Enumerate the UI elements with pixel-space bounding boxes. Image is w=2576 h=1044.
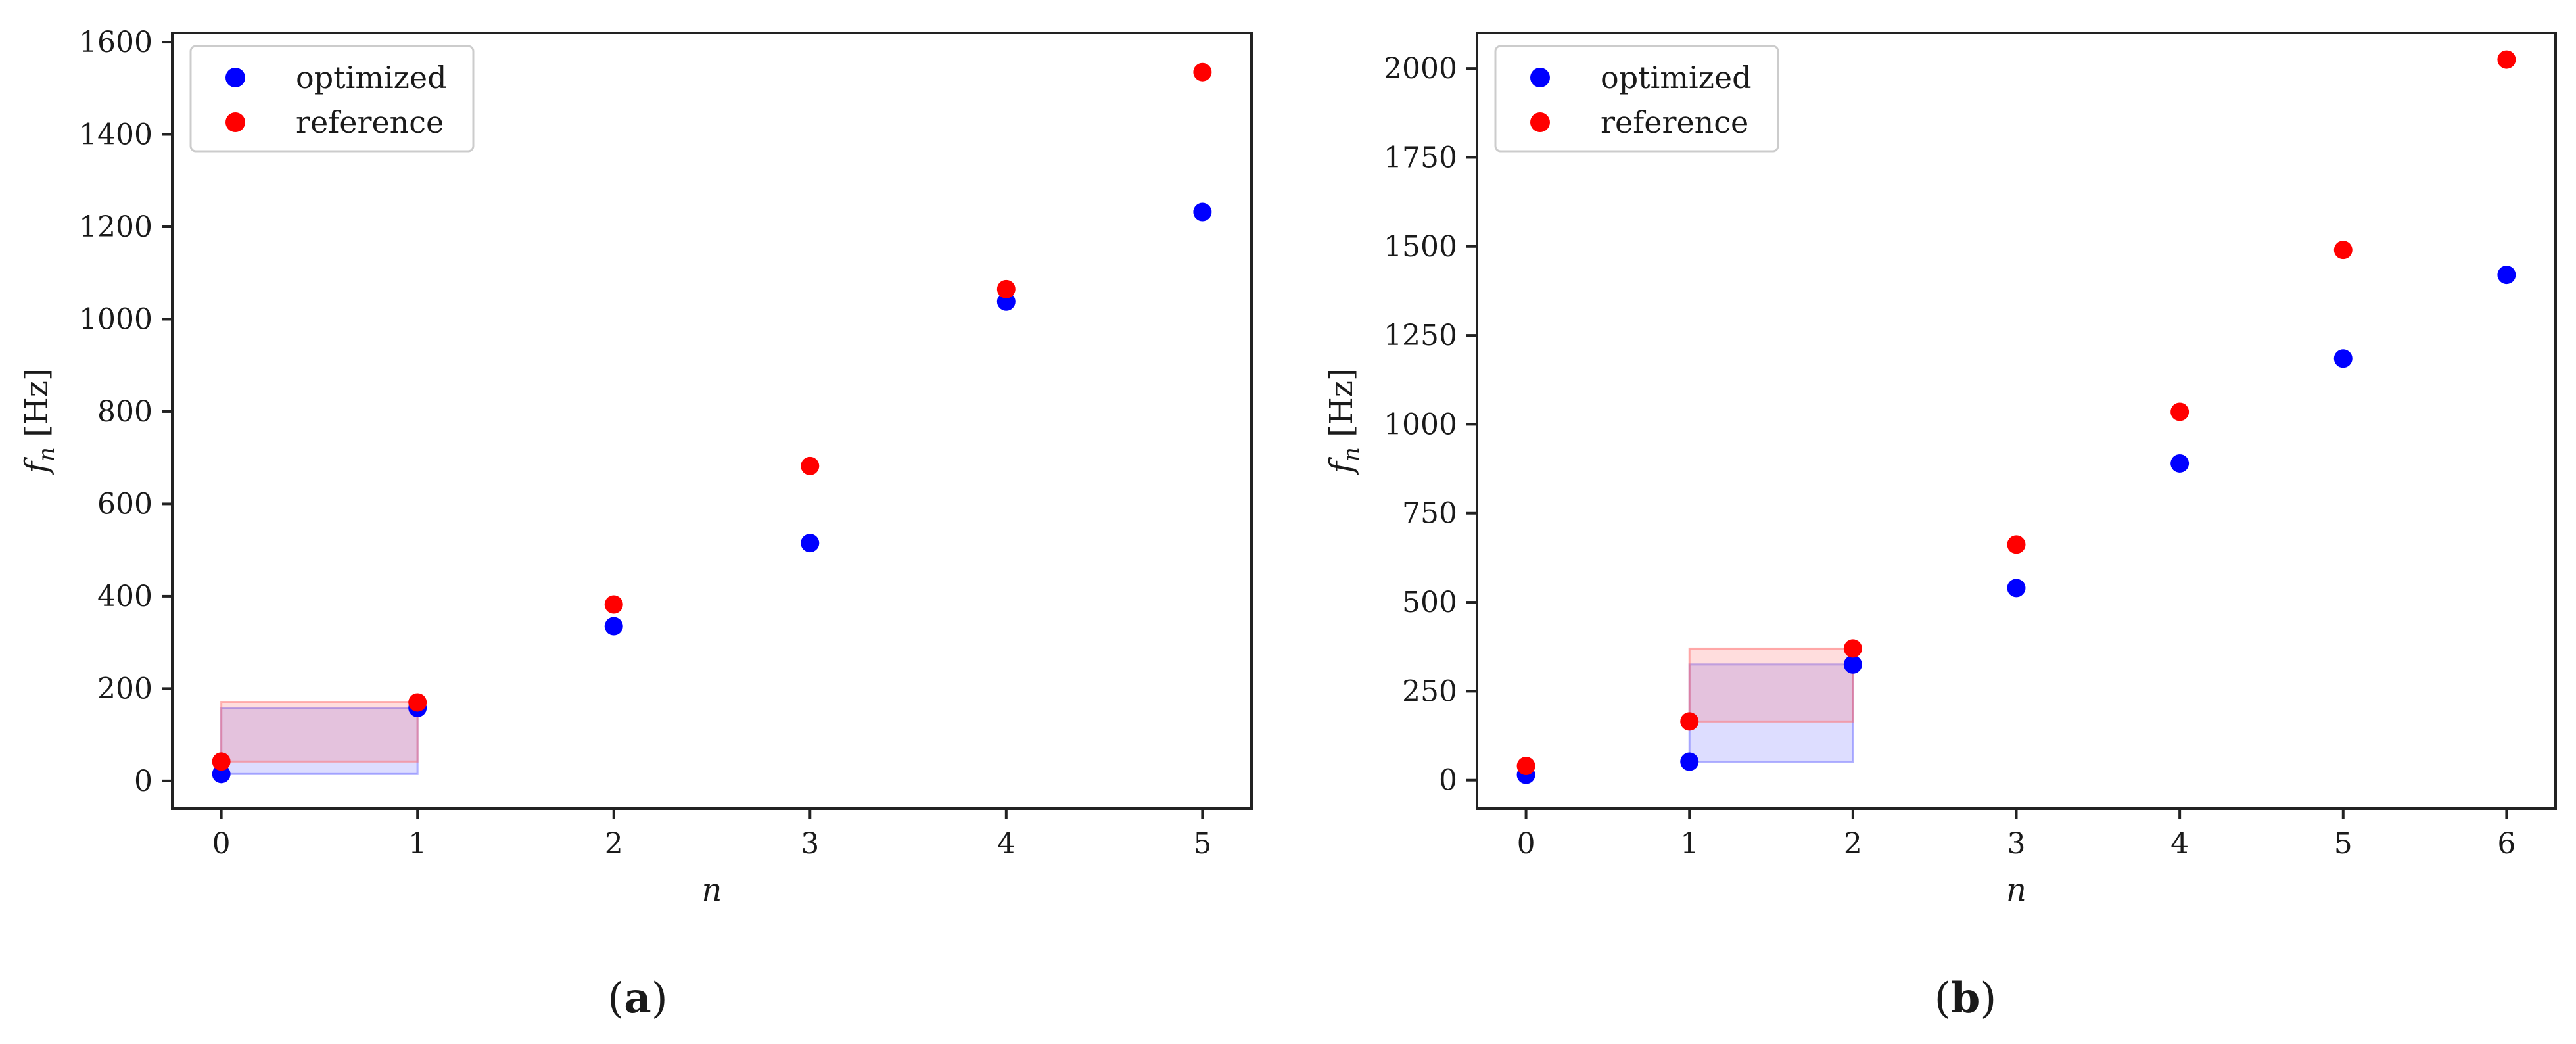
panel-b-x-tick-label: 2	[1844, 827, 1862, 861]
panel-a-legend-label-reference: reference	[296, 105, 444, 140]
panel-a-caption: (a)	[607, 974, 667, 1023]
panel-a-legend-marker-reference	[225, 112, 245, 132]
panel-b-caption-open: (	[1934, 974, 1951, 1023]
panel-b-x-tick-label: 0	[1517, 827, 1535, 861]
panel-a-y-tick-label: 400	[97, 580, 152, 613]
panel-b-x-tick-label: 5	[2334, 827, 2353, 861]
panel-a-bands	[220, 701, 419, 775]
panel-b-y-tick-label: 250	[1402, 675, 1457, 708]
panel-a-x-axis-label: n	[702, 872, 722, 909]
panel-b-legend: optimized reference	[1494, 45, 1779, 153]
panel-a-caption-close: )	[651, 974, 668, 1023]
panel-b-y-tick-label: 500	[1402, 586, 1457, 619]
panel-a-x-tick-label: 3	[801, 827, 819, 861]
panel-a-y-axis-label-unit: [Hz]	[18, 368, 55, 447]
panel-a-y-axis-label: fn [Hz]	[18, 368, 60, 475]
panel-a-band-reference	[220, 701, 419, 763]
panel-a: 0 200 400 600 800 1000 1200 1400 1600 0 1 2 3 4 5 opt…	[18, 26, 1253, 1023]
panel-b-point-optimized	[2170, 454, 2190, 473]
panel-a-point-reference	[801, 456, 820, 475]
panel-b-caption-close: )	[1980, 974, 1996, 1023]
panel-a-x-tick-label: 1	[408, 827, 427, 861]
panel-a-y-tick-label: 600	[97, 487, 152, 521]
panel-b-y-tick-label: 2000	[1384, 52, 1457, 85]
panel-b-point-optimized	[1680, 752, 1699, 771]
panel-b: 0 250 500 750 1000 1250 1500 1750 2000 0 1 2 3 4 5 6 o…	[1323, 32, 2557, 1023]
panel-a-plot-frame	[171, 32, 1253, 810]
panel-b-caption-letter: b	[1951, 974, 1980, 1023]
panel-b-point-reference	[1516, 757, 1535, 776]
panel-a-point-reference	[996, 279, 1016, 298]
panel-a-y-tick-label: 1600	[79, 26, 152, 59]
panel-a-legend-label-optimized: optimized	[296, 60, 447, 95]
panel-a-legend: optimized reference	[189, 45, 475, 153]
panel-b-band-reference	[1688, 647, 1854, 723]
panel-b-y-tick-label: 1250	[1384, 319, 1457, 352]
panel-a-y-tick-label: 1200	[79, 210, 152, 244]
panel-b-x-tick-label: 6	[2497, 827, 2516, 861]
panel-a-y-tick-label: 1400	[79, 118, 152, 152]
panel-a-points	[212, 62, 1212, 784]
panel-a-point-reference	[212, 752, 231, 771]
panel-a-y-axis-label-subscript: n	[34, 447, 60, 462]
panel-b-legend-marker-optimized	[1530, 68, 1550, 87]
panel-a-y-tick-label: 800	[97, 395, 152, 429]
panel-b-caption: (b)	[1934, 974, 1997, 1023]
panel-b-x-ticks: 0 1 2 3 4 5 6	[1517, 809, 2516, 861]
panel-a-point-reference	[604, 595, 623, 614]
panel-b-x-tick-label: 4	[2170, 827, 2189, 861]
panel-b-y-axis-label: fn [Hz]	[1323, 368, 1365, 475]
panel-b-legend-label-optimized: optimized	[1601, 60, 1752, 95]
panel-b-point-reference	[2333, 241, 2353, 260]
panel-a-x-tick-label: 5	[1193, 827, 1211, 861]
panel-b-y-ticks: 0 250 500 750 1000 1250 1500 1750 2000	[1384, 52, 1477, 797]
panel-b-y-tick-label: 1000	[1384, 408, 1457, 441]
panel-a-point-optimized	[1193, 202, 1212, 222]
panel-a-y-tick-label: 1000	[79, 302, 152, 336]
panel-b-y-tick-label: 0	[1439, 764, 1457, 797]
panel-b-x-tick-label: 1	[1680, 827, 1698, 861]
panel-b-point-optimized	[2333, 349, 2353, 368]
panel-b-y-axis-label-unit: [Hz]	[1323, 368, 1360, 447]
panel-b-point-optimized	[2497, 266, 2516, 285]
panel-a-x-tick-label: 4	[997, 827, 1016, 861]
panel-b-point-reference	[2497, 50, 2516, 69]
panel-b-y-tick-label: 750	[1402, 497, 1457, 531]
panel-b-x-tick-label: 3	[2007, 827, 2026, 861]
panel-a-y-ticks: 0 200 400 600 800 1000 1200 1400 1600	[79, 26, 172, 798]
panel-a-legend-box	[189, 45, 475, 153]
panel-b-point-reference	[1680, 712, 1699, 731]
panel-b-legend-label-reference: reference	[1601, 105, 1748, 140]
panel-b-point-reference	[1843, 639, 1862, 658]
panel-a-legend-marker-optimized	[225, 68, 245, 87]
panel-a-x-ticks: 0 1 2 3 4 5	[212, 809, 1211, 861]
panel-a-point-optimized	[604, 617, 623, 636]
panel-b-bands	[1688, 647, 1854, 763]
panel-b-legend-box	[1494, 45, 1779, 153]
panel-a-point-reference	[1193, 62, 1212, 82]
panel-a-point-reference	[408, 693, 427, 712]
panel-a-point-optimized	[801, 534, 820, 553]
panel-b-y-tick-label: 1500	[1384, 230, 1457, 264]
panel-a-x-tick-label: 0	[212, 827, 231, 861]
panel-b-points	[1516, 50, 2516, 784]
panel-b-legend-marker-reference	[1530, 112, 1550, 132]
panel-b-point-optimized	[1843, 655, 1862, 674]
panel-b-y-axis-label-subscript: n	[1338, 447, 1365, 462]
panel-a-caption-letter: a	[624, 974, 651, 1023]
panel-a-y-tick-label: 200	[97, 672, 152, 705]
panel-a-y-tick-label: 0	[134, 765, 152, 798]
panel-b-x-axis-label: n	[2006, 872, 2026, 909]
panel-b-point-reference	[2007, 535, 2026, 554]
panel-b-point-reference	[2170, 402, 2190, 421]
panel-b-y-tick-label: 1750	[1384, 141, 1457, 174]
panel-a-band-optimized	[220, 707, 419, 775]
panel-a-caption-open: (	[607, 974, 624, 1023]
panel-a-x-tick-label: 2	[605, 827, 623, 861]
panel-b-point-optimized	[2007, 579, 2026, 598]
